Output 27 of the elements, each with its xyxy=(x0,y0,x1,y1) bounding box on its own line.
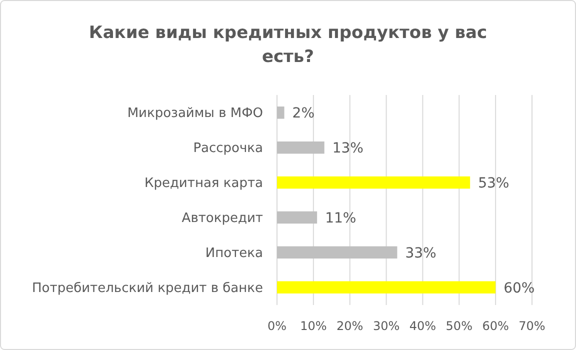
x-tick-label: 0% xyxy=(267,319,287,333)
y-tick-label: Микрозаймы в МФО xyxy=(127,106,263,122)
y-tick-label: Кредитная карта xyxy=(144,176,263,192)
x-tick-label: 10% xyxy=(300,319,327,333)
chart-title: Какие виды кредитных продуктов у вас есть? xyxy=(88,23,488,67)
x-tick-label: 20% xyxy=(336,319,364,333)
bar xyxy=(277,141,324,154)
x-tick-label: 60% xyxy=(482,319,509,333)
bar xyxy=(277,281,496,294)
bar xyxy=(277,246,398,259)
bar xyxy=(277,211,318,224)
bar xyxy=(277,106,284,119)
x-tick-label: 30% xyxy=(372,319,400,333)
data-label: 33% xyxy=(405,245,436,262)
y-tick-label: Ипотека xyxy=(205,246,263,261)
y-tick-label: Рассрочка xyxy=(193,141,263,156)
y-tick-label: Автокредит xyxy=(182,211,264,226)
data-label: 11% xyxy=(325,210,356,226)
data-label: 13% xyxy=(332,140,364,156)
data-label: 60% xyxy=(504,280,535,296)
data-label: 53% xyxy=(478,175,510,192)
y-tick-label: Потребительский кредит в банке xyxy=(32,280,263,296)
bar xyxy=(277,176,470,189)
x-tick-label: 50% xyxy=(446,319,472,333)
data-label: 2% xyxy=(292,106,315,122)
x-tick-label: 40% xyxy=(409,319,436,333)
x-tick-label: 70% xyxy=(518,319,546,333)
